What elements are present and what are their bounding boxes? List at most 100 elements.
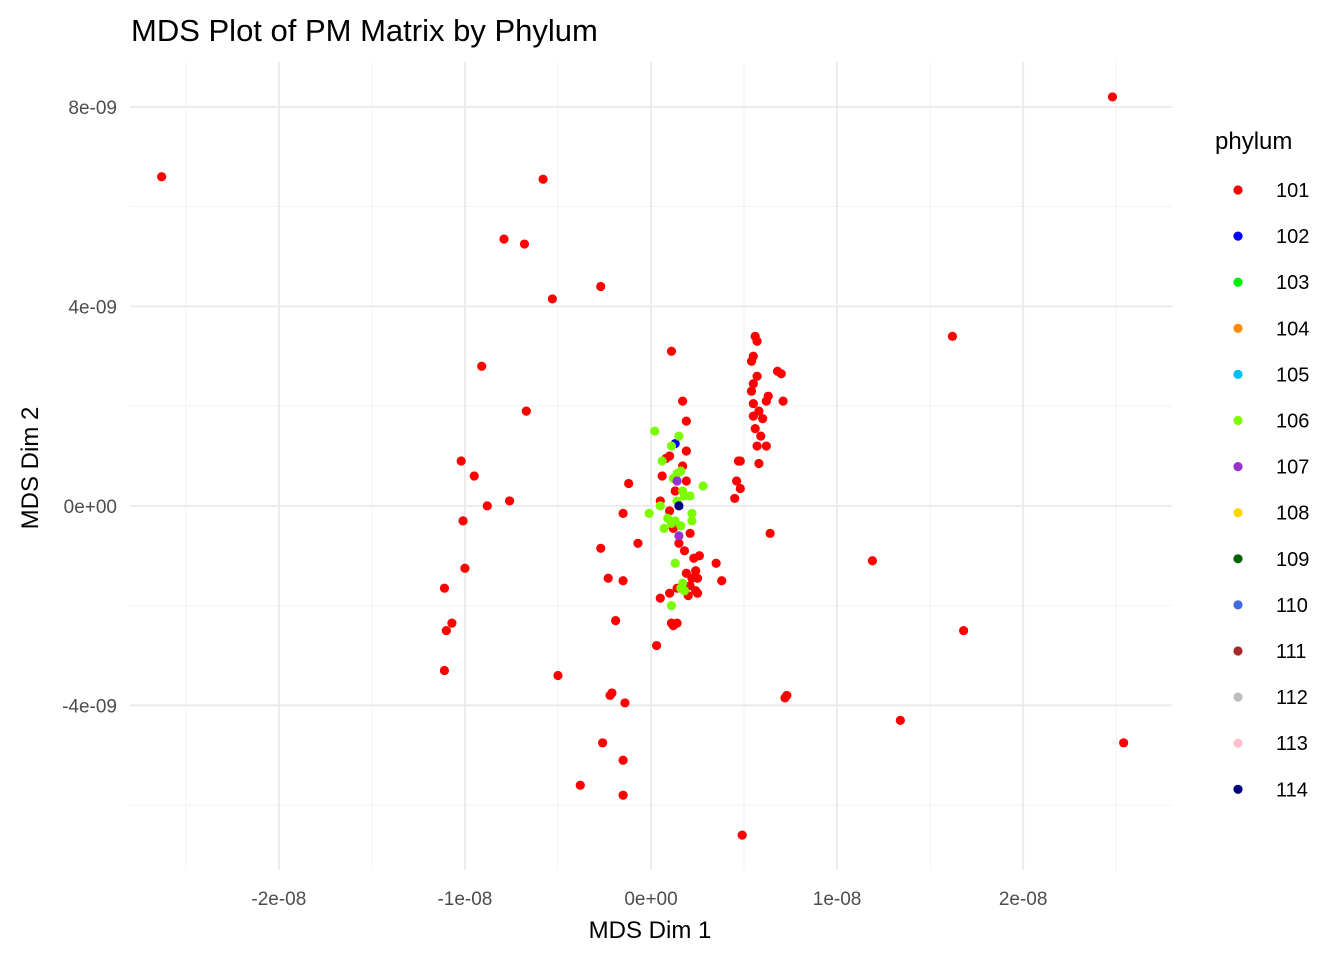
legend-key-108	[1233, 508, 1243, 518]
data-point-107	[672, 476, 682, 486]
legend-key-114	[1233, 784, 1243, 794]
data-point-101	[748, 399, 758, 409]
data-point-101	[460, 563, 470, 573]
data-point-101	[765, 528, 775, 538]
legend-key-110	[1233, 600, 1243, 610]
data-point-101	[458, 516, 468, 526]
y-tick-label: 4e-09	[68, 297, 117, 318]
y-axis-tick-labels: -4e-09 0e+00 4e-09 8e-09	[62, 98, 117, 718]
y-axis-title: MDS Dim 2	[17, 407, 44, 530]
data-point-101	[754, 458, 764, 469]
data-point-101	[596, 543, 606, 553]
data-point-101	[521, 406, 531, 416]
legend-key-105	[1233, 369, 1243, 379]
data-point-101	[504, 496, 515, 506]
data-point-106	[676, 521, 686, 531]
data-point-101	[761, 396, 771, 406]
data-point-101	[538, 174, 548, 184]
data-point-101	[674, 538, 684, 548]
legend-label-110: 110	[1276, 595, 1308, 617]
legend-key-112	[1233, 692, 1243, 702]
data-point-101	[685, 528, 695, 538]
data-point-101	[752, 371, 762, 381]
y-tick-label: -4e-09	[62, 696, 117, 717]
data-point-101	[547, 294, 557, 304]
data-point-101	[689, 553, 699, 563]
data-point-101	[651, 640, 662, 651]
x-tick-label: 1e-08	[813, 889, 862, 910]
x-axis-title: MDS Dim 1	[589, 917, 712, 944]
legend-key-106	[1233, 415, 1243, 426]
data-point-106	[655, 501, 665, 511]
legend-key-113	[1233, 738, 1243, 748]
data-point-101	[730, 493, 740, 504]
major-gridlines	[130, 62, 1172, 870]
data-point-101	[620, 698, 630, 708]
legend-key-111	[1233, 646, 1243, 656]
legend-label-101: 101	[1276, 180, 1309, 202]
x-tick-label: 2e-08	[999, 889, 1048, 910]
data-point-106	[657, 456, 667, 466]
data-point-101	[776, 369, 786, 379]
data-point-106	[685, 491, 695, 501]
data-point-101	[519, 239, 530, 249]
data-point-101	[633, 538, 643, 548]
data-point-114	[674, 501, 684, 511]
data-point-101	[624, 478, 634, 489]
data-point-101	[959, 625, 969, 636]
data-point-101	[746, 356, 757, 366]
data-point-101	[758, 414, 768, 424]
data-point-101	[482, 501, 492, 511]
x-tick-label: -1e-08	[437, 889, 492, 910]
data-point-106	[644, 508, 654, 518]
legend-label-109: 109	[1276, 549, 1309, 571]
chart-title: MDS Plot of PM Matrix by Phylum	[131, 13, 598, 48]
data-point-101	[735, 456, 745, 466]
x-tick-label: -2e-08	[251, 889, 306, 910]
data-point-106	[687, 516, 697, 526]
data-point-101	[618, 790, 628, 800]
data-point-101	[679, 546, 690, 556]
data-point-101	[711, 558, 721, 568]
data-point-101	[678, 396, 688, 406]
data-point-101	[748, 379, 758, 389]
data-point-101	[735, 483, 745, 494]
data-point-101	[692, 573, 703, 583]
data-point-101	[598, 738, 608, 748]
legend-label-106: 106	[1276, 411, 1309, 433]
scatter-points	[157, 92, 1129, 840]
data-point-101	[737, 830, 747, 840]
legend-title: phylum	[1215, 128, 1292, 155]
legend-label-107: 107	[1276, 457, 1309, 479]
legend-items: 101 102 103 104 105 106 107 108 109 110 111 112 113 1…	[1233, 180, 1309, 801]
data-point-101	[596, 281, 606, 292]
y-tick-label: 8e-09	[68, 98, 117, 119]
data-point-101	[665, 506, 675, 516]
data-point-101	[752, 441, 762, 451]
legend-label-114: 114	[1276, 779, 1308, 801]
legend-key-102	[1233, 231, 1243, 241]
data-point-101	[947, 331, 958, 341]
x-axis-tick-labels: -2e-08 -1e-08 0e+00 1e-08 2e-08	[251, 889, 1047, 910]
data-point-101	[670, 486, 680, 496]
data-point-101	[605, 690, 615, 701]
data-point-101	[439, 665, 450, 676]
data-point-101	[666, 346, 677, 356]
legend-key-104	[1233, 323, 1243, 333]
legend-key-103	[1233, 277, 1243, 287]
data-point-101	[477, 361, 487, 371]
data-point-106	[679, 586, 690, 596]
data-point-106	[650, 426, 660, 436]
data-point-101	[611, 616, 621, 626]
legend-key-107	[1233, 462, 1243, 472]
data-point-101	[681, 416, 691, 426]
data-point-101	[750, 423, 760, 434]
data-point-101	[553, 670, 563, 681]
data-point-106	[670, 558, 680, 568]
data-point-101	[746, 386, 757, 396]
data-point-101	[731, 476, 742, 486]
data-point-101	[499, 234, 509, 244]
legend-label-113: 113	[1276, 733, 1308, 755]
data-point-101	[681, 446, 691, 456]
legend-key-109	[1233, 554, 1243, 564]
